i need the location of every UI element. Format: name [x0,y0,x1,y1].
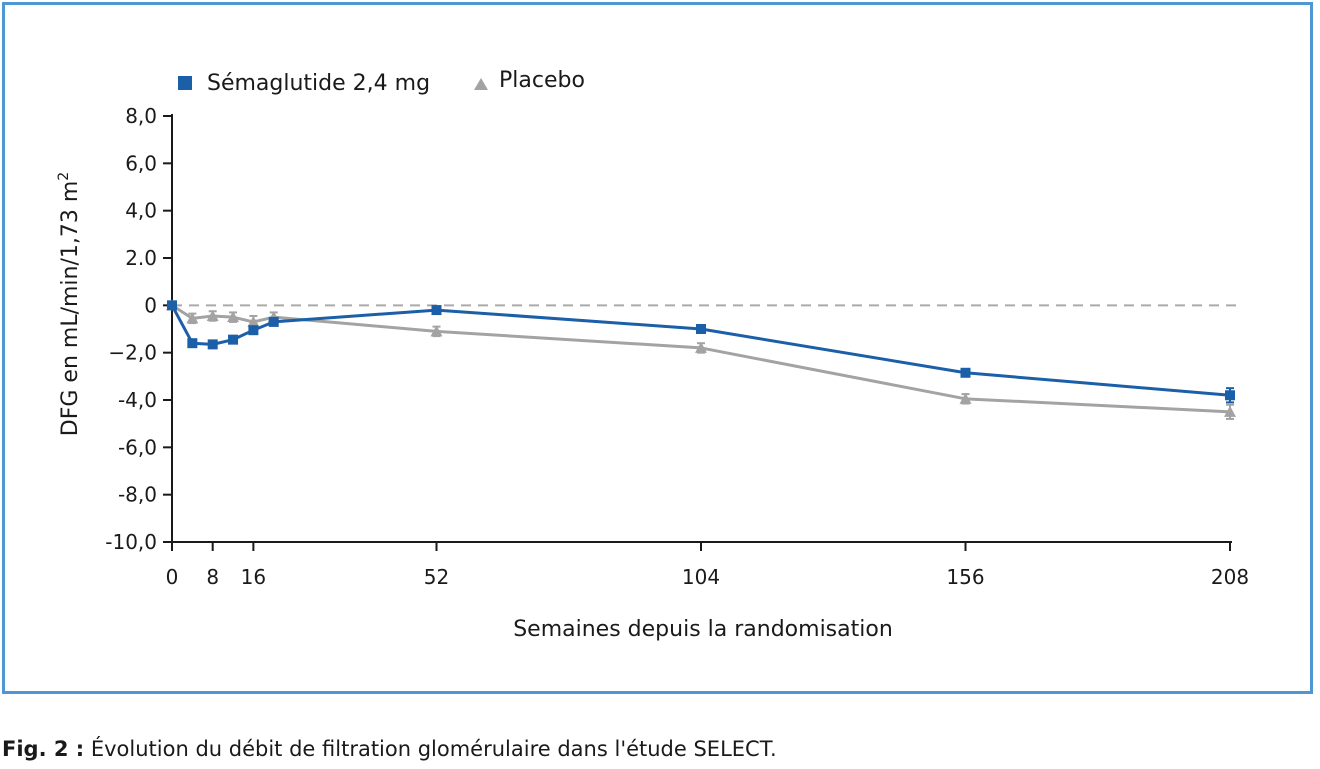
data-point-placebo [247,315,260,327]
x-tick-label: 52 [424,565,449,589]
y-tick-label: -6,0 [118,435,157,459]
y-tick-label: -4,0 [118,388,157,412]
caption-text: Évolution du débit de filtration gloméru… [84,737,777,761]
y-axis-title: DFG en mL/min/1,73 m2 [56,172,83,436]
data-point-semaglutide [187,338,198,349]
data-point-placebo [959,392,972,404]
x-tick-label: 104 [682,565,720,589]
data-point-placebo [227,311,240,323]
y-tick-label: -10,0 [105,530,157,554]
data-point-placebo [695,341,707,353]
y-tick-label: −2,0 [108,341,157,365]
data-point-semaglutide [696,324,706,334]
plot-area: 8,0 6,0 4,0 2.0 0 −2,0 -4,0 -6,0 -8,0 -10,0 0 8 16 52… [105,104,1249,589]
data-point-semaglutide [228,334,239,345]
data-point-semaglutide [167,300,177,311]
x-tick-label: 16 [241,565,266,589]
chart: Sémaglutide 2,4 mg Placebo 8,0 6,0 4,0 2.0 0… [56,68,1249,642]
y-tick-label: 8,0 [125,104,157,128]
y-tick-label: 6,0 [125,151,157,175]
y-tick-label: 0 [144,293,157,317]
legend-marker-square [178,76,192,90]
data-point-semaglutide [207,339,218,350]
data-point-placebo [206,309,219,321]
series-line-semaglutide [170,304,1231,397]
x-axis-title: Semaines depuis la randomisation [513,617,893,642]
data-point-semaglutide [248,325,259,336]
legend: Sémaglutide 2,4 mg Placebo [178,68,585,96]
data-point-placebo [1224,405,1236,417]
data-point-semaglutide [960,367,971,378]
legend-label-placebo: Placebo [499,68,585,93]
data-point-placebo [186,312,199,324]
legend-marker-triangle [474,78,488,90]
x-tick-label: 156 [946,565,984,589]
data-point-semaglutide [268,316,279,327]
y-tick-label: -8,0 [118,483,157,507]
data-point-semaglutide [431,305,442,316]
x-tick-label: 8 [206,565,219,589]
legend-item-placebo: Placebo [474,68,585,93]
caption-label: Fig. 2 : [2,737,85,761]
y-tick-label: 4,0 [125,199,157,223]
figure-caption: Fig. 2 : Évolution du débit de filtratio… [2,737,777,761]
y-axis-title-main: DFG en mL/min/1,73 m [58,181,83,437]
chart-frame [2,2,1313,694]
data-point-placebo [430,325,443,337]
x-tick-label: 208 [1211,565,1249,589]
legend-item-semaglutide: Sémaglutide 2,4 mg [178,71,430,96]
series-line-placebo [171,304,1231,414]
y-tick-label: 2.0 [125,246,157,270]
data-point-semaglutide [1225,390,1235,401]
x-tick-label: 0 [166,565,179,589]
y-axis-title-superscript: 2 [56,172,72,181]
legend-label-semaglutide: Sémaglutide 2,4 mg [207,71,430,96]
